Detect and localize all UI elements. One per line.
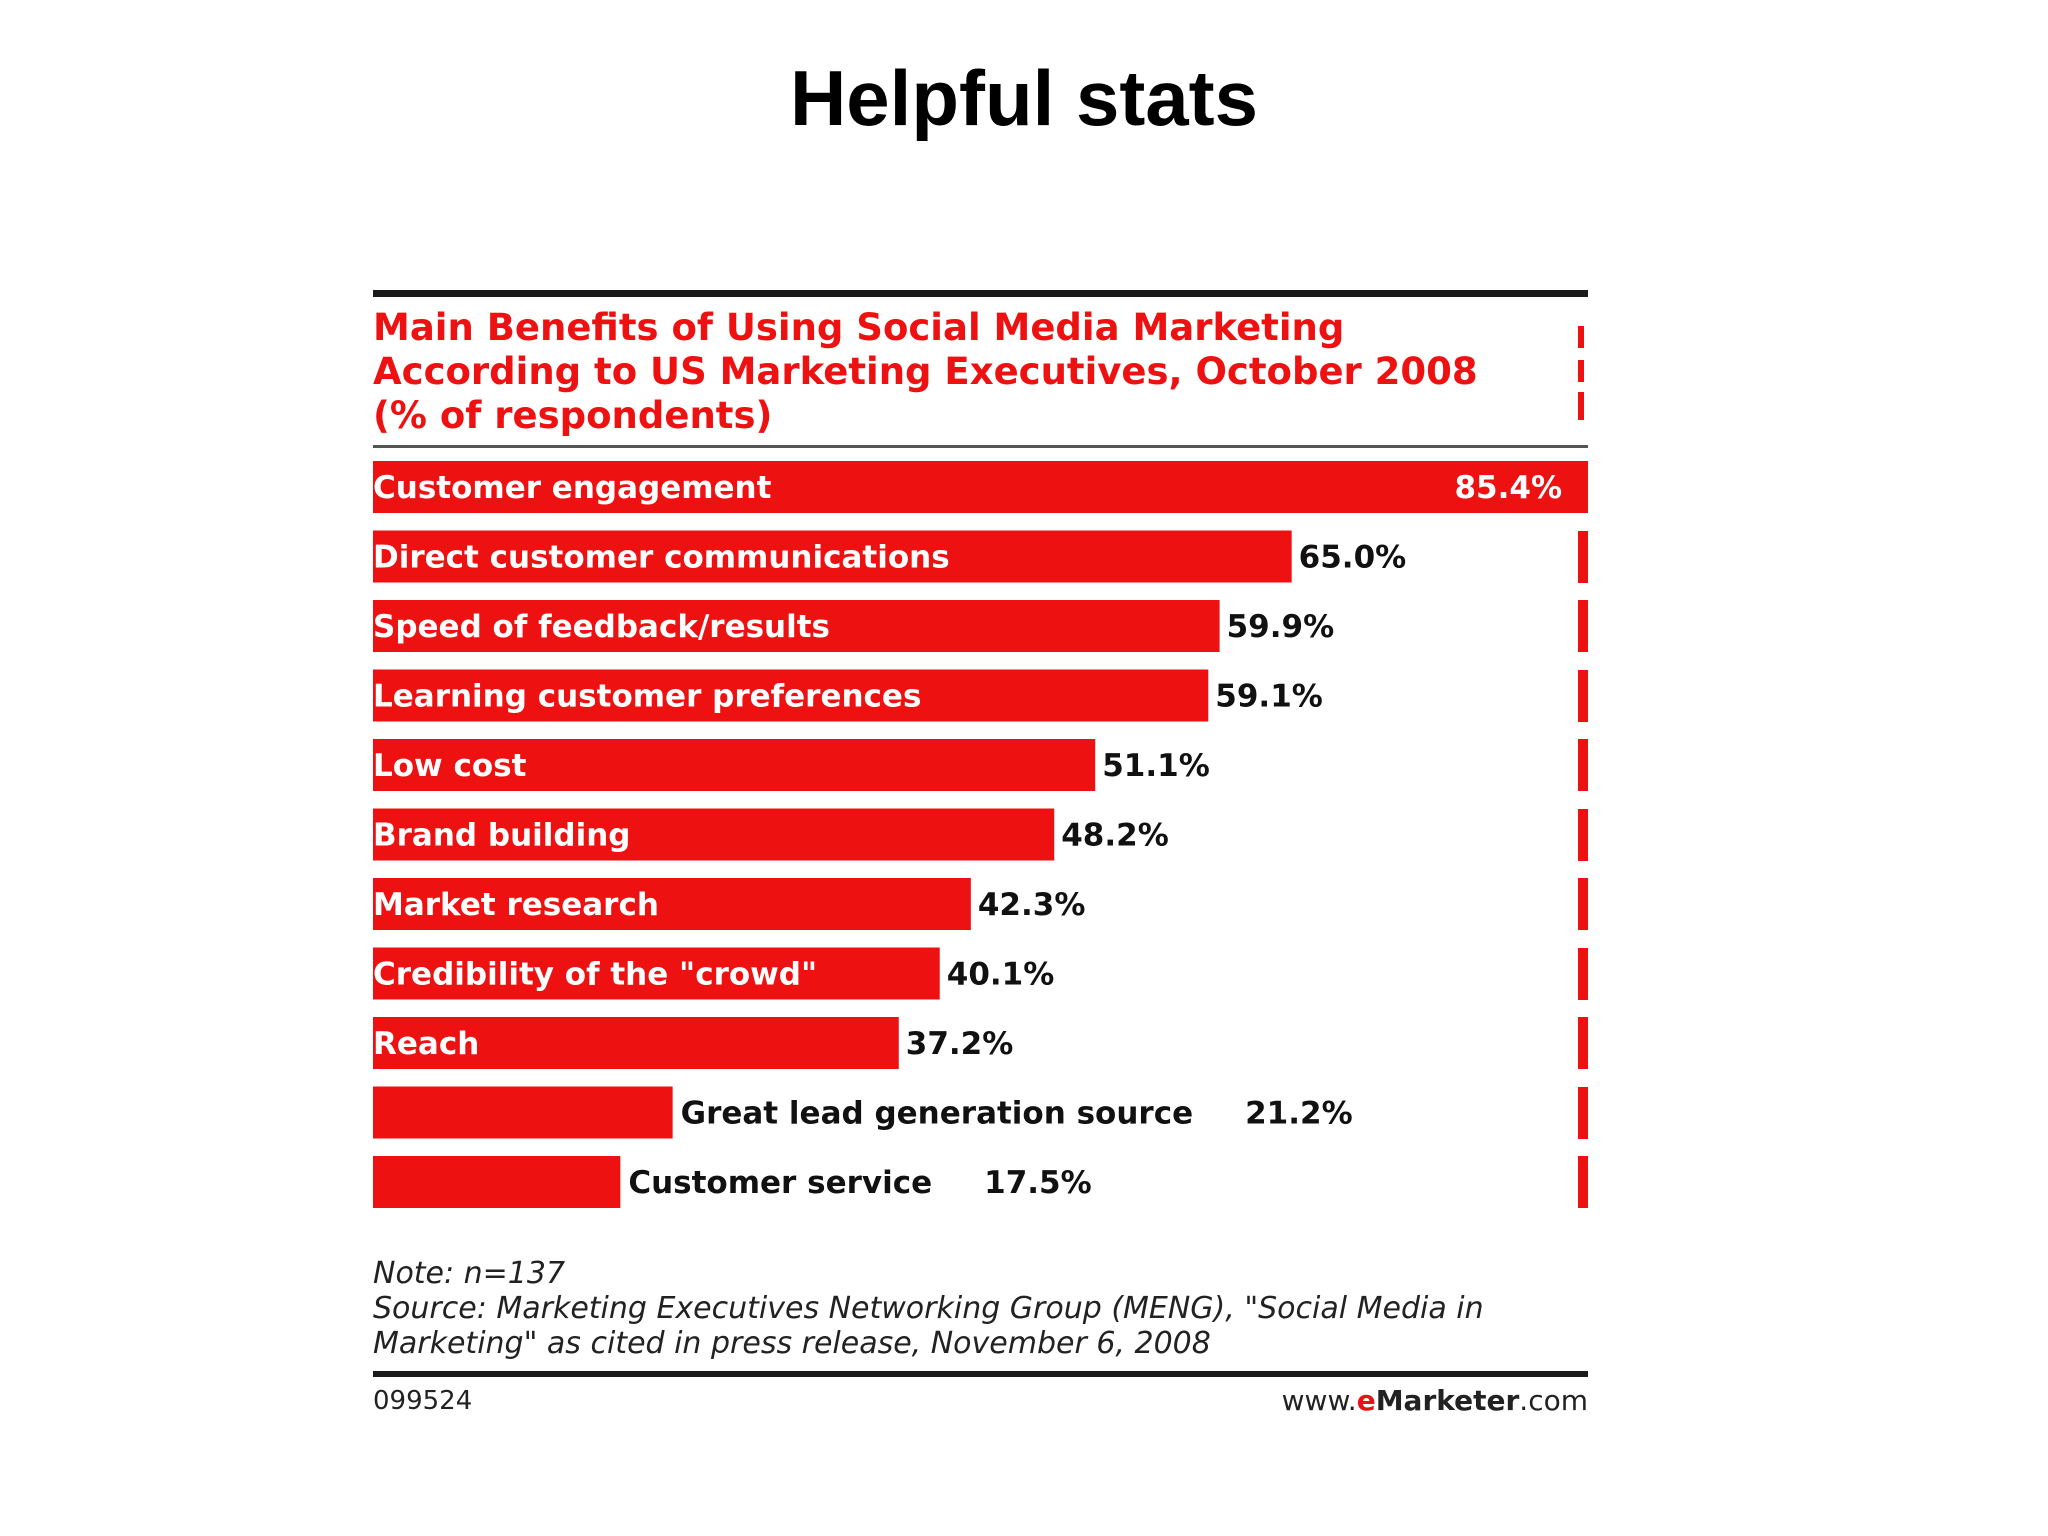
edge-mark-bar-7	[1578, 878, 1588, 930]
edge-mark-title-1	[1578, 326, 1584, 348]
bar-3	[373, 600, 1220, 652]
edge-mark-bar-10	[1578, 1086, 1588, 1139]
edge-mark-bar-2	[1578, 530, 1588, 583]
edge-mark-bar-11	[1578, 1156, 1588, 1208]
footer-rule	[373, 1371, 1588, 1377]
brand-e: e	[1356, 1384, 1376, 1417]
bar-value-label-9: 37.2%	[906, 1026, 1014, 1062]
bar-6	[373, 808, 1055, 861]
edge-mark-bar-9	[1578, 1017, 1588, 1069]
cropped-adjacent-chart-edge	[1578, 326, 1588, 1366]
bar-category-label-9: Reach	[373, 1026, 479, 1062]
bar-8	[373, 947, 940, 1000]
slide-title: Helpful stats	[789, 54, 1259, 142]
bar-4	[373, 669, 1209, 722]
chart-title-line-1: Main Benefits of Using Social Media Mark…	[373, 306, 1345, 349]
bar-category-label-6: Brand building	[373, 818, 630, 854]
edge-mark-bar-3	[1578, 600, 1588, 652]
top-rule	[373, 290, 1588, 297]
bar-value-label-1: 85.4%	[1454, 470, 1562, 506]
bar-value-label-3: 59.9%	[1227, 609, 1335, 645]
bar-2	[373, 530, 1292, 583]
header-divider	[373, 445, 1588, 448]
bar-10	[373, 1086, 673, 1139]
bar-category-label-2: Direct customer communications	[373, 540, 950, 576]
bar-value-label-2: 65.0%	[1299, 540, 1407, 576]
bar-category-label-1: Customer engagement	[373, 470, 772, 506]
chart-subtitle: (% of respondents)	[373, 394, 773, 437]
chart-title-line-2: According to US Marketing Executives, Oc…	[373, 350, 1478, 393]
bar-11	[373, 1156, 621, 1208]
edge-mark-bar-1	[1578, 461, 1588, 513]
bar-value-label-8: 40.1%	[947, 957, 1055, 993]
bar-value-label-4: 59.1%	[1215, 679, 1323, 715]
emarketer-logo: www.eMarketer.com	[1282, 1384, 1588, 1417]
bar-7	[373, 878, 971, 930]
edge-mark-bar-6	[1578, 808, 1588, 861]
bar-value-label-5: 51.1%	[1102, 748, 1210, 784]
chart-id: 099524	[373, 1386, 473, 1416]
source-line-1: Source: Marketing Executives Networking …	[373, 1291, 1484, 1326]
brand-name: Marketer	[1375, 1384, 1520, 1417]
bar-category-label-3: Speed of feedback/results	[373, 609, 830, 645]
note-text: Note: n=137	[373, 1256, 566, 1291]
bar-chart: Customer engagement 85.4% Direct customer …	[373, 461, 1580, 1208]
bar-value-label-10: 21.2%	[1245, 1096, 1353, 1132]
brand-prefix: www.	[1281, 1384, 1357, 1417]
bar-category-label-10: Great lead generation source	[681, 1096, 1193, 1132]
bar-value-label-11: 17.5%	[984, 1165, 1092, 1201]
chart-title: Main Benefits of Using Social Media Mark…	[373, 306, 1588, 438]
bar-9	[373, 1017, 899, 1069]
source-line-2: Marketing" as cited in press release, No…	[373, 1326, 1211, 1361]
edge-mark-title-3	[1578, 392, 1584, 420]
bar-category-label-7: Market research	[373, 887, 659, 923]
edge-mark-bar-5	[1578, 739, 1588, 791]
bar-category-label-11: Customer service	[628, 1165, 932, 1201]
bar-value-label-6: 48.2%	[1061, 818, 1169, 854]
brand-suffix: .com	[1519, 1384, 1588, 1417]
edge-mark-bar-4	[1578, 669, 1588, 722]
bar-5	[373, 739, 1096, 791]
bar-1	[373, 461, 1580, 513]
bar-category-label-5: Low cost	[373, 748, 527, 784]
edge-mark-bar-8	[1578, 947, 1588, 1000]
bar-category-label-4: Learning customer preferences	[373, 679, 921, 715]
bar-category-label-8: Credibility of the "crowd"	[373, 957, 817, 993]
bar-value-label-7: 42.3%	[978, 887, 1086, 923]
chart-notes: Note: n=137 Source: Marketing Executives…	[373, 1256, 1588, 1361]
edge-mark-title-2	[1578, 360, 1584, 382]
chart-panel: Main Benefits of Using Social Media Mark…	[373, 286, 1588, 1446]
